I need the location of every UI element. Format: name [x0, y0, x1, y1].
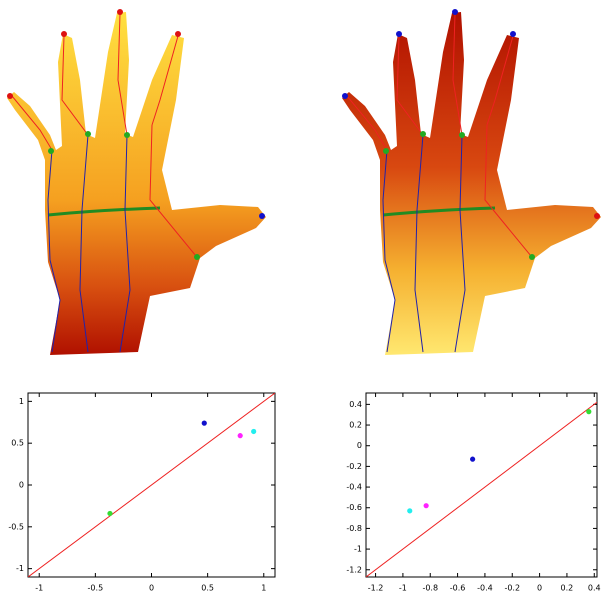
- point: [201, 420, 207, 426]
- x-tick-label: 0.5: [201, 584, 214, 593]
- x-tick-label: -1: [35, 584, 43, 593]
- y-tick-label: -0.6: [346, 503, 362, 512]
- x-tick-label: 1: [261, 584, 266, 593]
- y-tick-label: -1.2: [346, 565, 362, 574]
- y-tick-label: -1: [16, 564, 24, 573]
- y-tick-label: 0: [19, 481, 24, 490]
- scatter-plot: -1.2 -1 -0.8 -0.6 -0.4 -0.2 0 0.2 0.4 -1.2 -1 -0.8 -…: [346, 392, 601, 593]
- y-tick-label: -1: [354, 545, 362, 554]
- hand-markers: [7, 9, 265, 260]
- y-tick-label: 1: [19, 397, 24, 406]
- point: [407, 508, 413, 514]
- x-tick-label: -1.2: [368, 584, 384, 593]
- plot-frame: [365, 392, 598, 578]
- x-tick-label: 0: [537, 584, 542, 593]
- point: [470, 456, 476, 462]
- hand-render: [340, 10, 603, 357]
- y-tick-label: -0.4: [346, 483, 362, 492]
- identity-line: [28, 393, 275, 577]
- y-tick-label: 0.4: [349, 400, 362, 409]
- x-tick-label: -0.8: [422, 584, 438, 593]
- hand-render: [5, 10, 268, 357]
- x-tick-label: -0.2: [504, 584, 520, 593]
- hand-markers: [342, 9, 600, 260]
- y-tick-label: 0: [357, 441, 362, 450]
- point: [586, 409, 592, 415]
- y-tick-label: -0.5: [8, 522, 24, 531]
- y-tick-label: 0.2: [349, 421, 362, 430]
- x-tick-label: -1: [399, 584, 407, 593]
- x-tick-label: -0.6: [450, 584, 466, 593]
- point: [237, 433, 243, 439]
- x-tick-label: 0.2: [561, 584, 574, 593]
- scatter-plot: -1 -0.5 0 0.5 1 -1 -0.5 0 0.5 1: [8, 392, 276, 593]
- y-tick-label: 0.5: [11, 439, 24, 448]
- y-tick-label: -0.2: [346, 462, 362, 471]
- x-tick-label: -0.4: [477, 584, 493, 593]
- x-tick-label: -0.5: [88, 584, 104, 593]
- x-tick-label: 0: [149, 584, 154, 593]
- point: [251, 428, 257, 435]
- identity-line: [366, 401, 597, 577]
- point: [107, 510, 113, 517]
- y-tick-label: -0.8: [346, 524, 362, 533]
- x-tick-label: 0.4: [588, 584, 601, 593]
- point: [423, 503, 429, 509]
